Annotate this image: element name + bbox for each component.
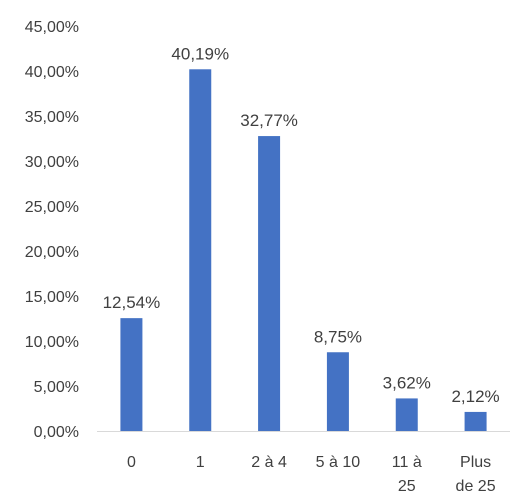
bar <box>120 318 143 431</box>
y-tick-label: 5,00% <box>34 379 79 396</box>
category-label: 0 <box>127 454 136 471</box>
y-tick-label: 45,00% <box>25 19 79 36</box>
category-label: 11 à <box>392 454 422 471</box>
category-label: de 25 <box>456 478 496 495</box>
category-label: 25 <box>398 478 416 495</box>
category-label: 1 <box>196 454 205 471</box>
y-tick-label: 10,00% <box>25 334 79 351</box>
data-label: 40,19% <box>171 44 229 63</box>
category-labels: 0 1 2 à 4 5 à 10 11 à 25 Plus de 25 <box>127 454 496 495</box>
y-tick-label: 30,00% <box>25 154 79 171</box>
data-label: 8,75% <box>314 327 362 346</box>
bar <box>464 411 487 431</box>
y-tick-label: 15,00% <box>25 289 79 306</box>
y-tick-label: 20,00% <box>25 244 79 261</box>
bar <box>395 398 418 431</box>
data-label: 3,62% <box>383 373 431 392</box>
category-label: 2 à 4 <box>251 454 287 471</box>
bar <box>326 352 349 431</box>
y-tick-label: 0,00% <box>34 424 79 441</box>
bars <box>120 69 487 431</box>
data-label: 12,54% <box>103 293 161 312</box>
data-label: 2,12% <box>451 387 499 406</box>
y-tick-label: 40,00% <box>25 64 79 81</box>
bar <box>189 69 212 431</box>
category-label: 5 à 10 <box>316 454 361 471</box>
data-labels: 12,54% 40,19% 32,77% 8,75% 3,62% 2,12% <box>103 44 500 406</box>
data-label: 32,77% <box>240 111 298 130</box>
bar <box>258 136 281 431</box>
y-tick-label: 35,00% <box>25 109 79 126</box>
category-label: Plus <box>460 454 491 471</box>
y-tick-label: 25,00% <box>25 199 79 216</box>
y-axis-tick-labels: 0,00% 5,00% 10,00% 15,00% 20,00% 25,00% 30,00%… <box>25 19 79 441</box>
